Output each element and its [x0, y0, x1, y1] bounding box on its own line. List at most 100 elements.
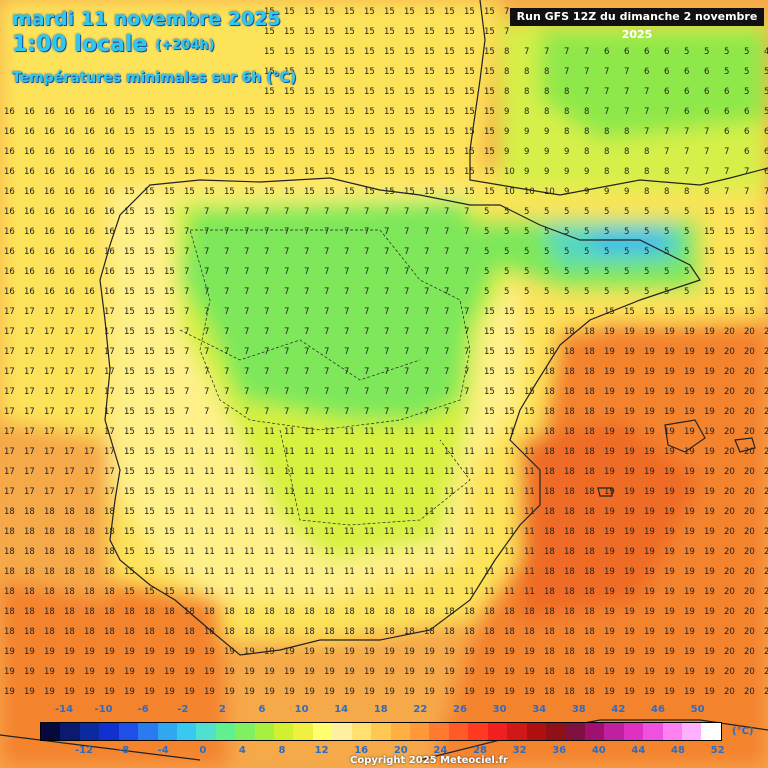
grid-value: 18 [564, 567, 575, 577]
grid-value: 15 [324, 187, 335, 197]
grid-value: 11 [324, 567, 335, 577]
grid-value: 7 [224, 327, 229, 337]
legend-label: 44 [631, 745, 646, 756]
grid-value: 15 [184, 167, 195, 177]
grid-value: 5 [704, 47, 709, 57]
grid-value: 18 [564, 487, 575, 497]
grid-value: 15 [164, 447, 175, 457]
grid-value: 6 [764, 127, 768, 137]
grid-value: 11 [424, 507, 435, 517]
grid-value: 7 [444, 347, 449, 357]
grid-value: 16 [104, 207, 115, 217]
grid-value: 11 [524, 567, 535, 577]
legend-swatch [371, 723, 391, 740]
grid-value: 15 [144, 367, 155, 377]
grid-value: 7 [384, 347, 389, 357]
grid-value: 5 [544, 207, 549, 217]
grid-value: 15 [124, 107, 135, 117]
grid-value: 15 [284, 47, 295, 57]
grid-value: 15 [144, 287, 155, 297]
grid-value: 19 [604, 567, 615, 577]
legend-label: 42 [611, 704, 626, 715]
grid-value: 8 [664, 167, 669, 177]
grid-value: 9 [564, 167, 569, 177]
grid-value: 9 [504, 147, 509, 157]
grid-value: 7 [344, 387, 349, 397]
grid-value: 7 [264, 347, 269, 357]
grid-value: 19 [624, 347, 635, 357]
grid-value: 7 [464, 387, 469, 397]
grid-value: 19 [704, 667, 715, 677]
grid-value: 11 [264, 427, 275, 437]
grid-value: 19 [384, 647, 395, 657]
grid-value: 6 [704, 87, 709, 97]
grid-value: 18 [364, 607, 375, 617]
grid-value: 11 [504, 507, 515, 517]
grid-value: 7 [324, 407, 329, 417]
grid-value: 15 [124, 507, 135, 517]
grid-value: 15 [364, 167, 375, 177]
grid-value: 7 [284, 347, 289, 357]
grid-value: 19 [704, 567, 715, 577]
grid-value: 18 [424, 607, 435, 617]
legend-swatch [643, 723, 663, 740]
grid-value: 15 [484, 347, 495, 357]
grid-value: 19 [24, 687, 35, 697]
grid-value: 15 [164, 567, 175, 577]
legend-swatch [545, 723, 566, 740]
grid-value: 5 [604, 267, 609, 277]
grid-value: 11 [424, 527, 435, 537]
grid-value: 19 [664, 547, 675, 557]
grid-value: 11 [464, 587, 475, 597]
grid-value: 18 [224, 607, 235, 617]
grid-value: 15 [164, 107, 175, 117]
grid-value: 19 [684, 367, 695, 377]
grid-value: 18 [24, 527, 35, 537]
grid-value: 16 [84, 247, 95, 257]
grid-value: 11 [324, 487, 335, 497]
grid-value: 16 [64, 267, 75, 277]
grid-value: 15 [464, 7, 475, 17]
grid-value: 15 [364, 7, 375, 17]
grid-value: 16 [24, 267, 35, 277]
grid-value: 19 [604, 447, 615, 457]
grid-value: 18 [584, 467, 595, 477]
grid-value: 16 [44, 247, 55, 257]
grid-value: 15 [324, 47, 335, 57]
grid-value: 19 [684, 327, 695, 337]
grid-value: 7 [464, 327, 469, 337]
grid-value: 15 [124, 367, 135, 377]
grid-value: 15 [164, 387, 175, 397]
grid-value: 6 [624, 47, 629, 57]
grid-value: 15 [744, 287, 755, 297]
grid-value: 16 [84, 207, 95, 217]
legend-label: 12 [314, 745, 329, 756]
grid-value: 18 [144, 607, 155, 617]
grid-value: 5 [584, 247, 589, 257]
grid-value: 6 [764, 147, 768, 157]
grid-value: 19 [604, 507, 615, 517]
grid-value: 20 [724, 567, 735, 577]
grid-value: 11 [384, 447, 395, 457]
grid-value: 17 [64, 467, 75, 477]
grid-value: 19 [124, 667, 135, 677]
legend-swatch [448, 723, 469, 740]
legend-swatch [487, 723, 508, 740]
grid-value: 15 [304, 167, 315, 177]
grid-value: 8 [564, 127, 569, 137]
grid-value: 11 [484, 447, 495, 457]
grid-value: 7 [284, 267, 289, 277]
grid-value: 15 [464, 47, 475, 57]
grid-value: 18 [184, 627, 195, 637]
grid-value: 19 [64, 647, 75, 657]
grid-value: 20 [724, 487, 735, 497]
grid-value: 15 [144, 427, 155, 437]
grid-value: 7 [224, 307, 229, 317]
grid-value: 7 [324, 207, 329, 217]
legend-swatch [526, 723, 546, 740]
grid-value: 19 [684, 667, 695, 677]
grid-value: 15 [484, 47, 495, 57]
grid-value: 7 [284, 207, 289, 217]
grid-value: 7 [224, 407, 229, 417]
